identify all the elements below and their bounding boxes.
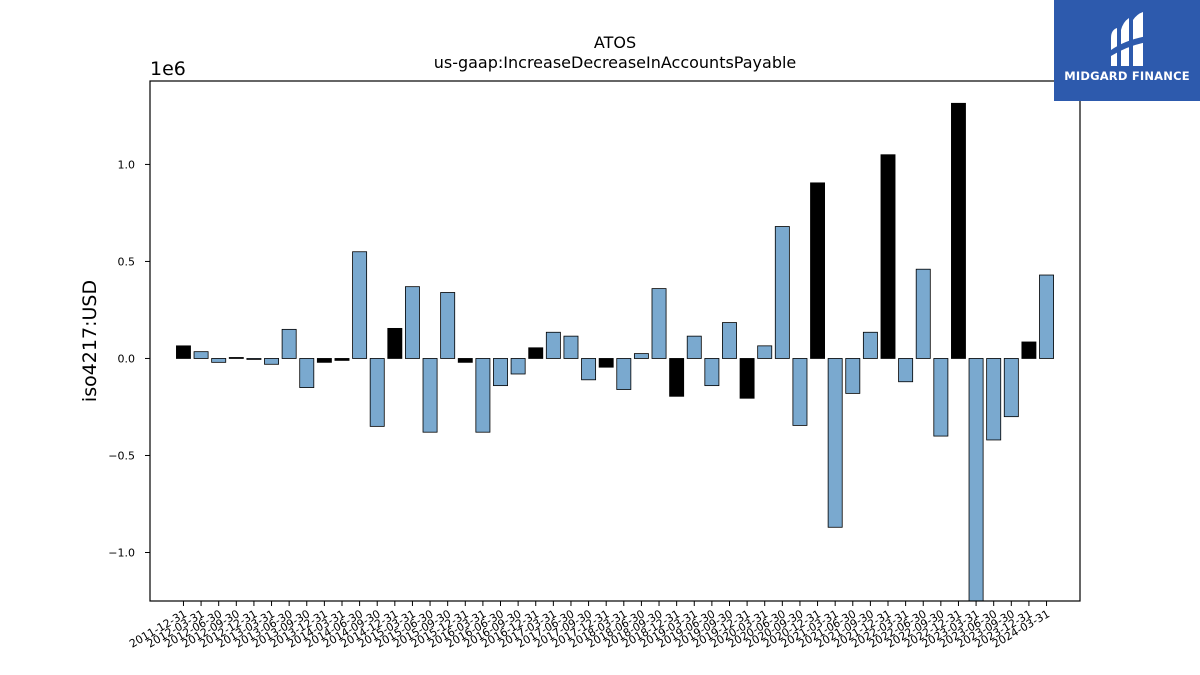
bar-2019-03-31 bbox=[686, 335, 702, 359]
bar-2017-12-31 bbox=[598, 358, 614, 368]
bar-2022-12-31 bbox=[951, 102, 966, 359]
bar-2020-06-30 bbox=[774, 226, 790, 359]
bar-2015-09-30 bbox=[440, 292, 456, 359]
bar-2013-06-30 bbox=[281, 328, 297, 359]
bar-2012-09-30 bbox=[228, 357, 244, 359]
bar-2022-06-30 bbox=[915, 268, 931, 359]
bar-2016-09-30 bbox=[510, 358, 526, 375]
chart-title: ATOS bbox=[594, 33, 636, 52]
bar-2017-03-31 bbox=[545, 331, 561, 359]
bar-2017-06-30 bbox=[563, 335, 579, 359]
bar-2021-12-31 bbox=[880, 154, 896, 359]
bar-2014-12-31 bbox=[387, 327, 403, 359]
bar-2023-03-31 bbox=[968, 358, 984, 602]
bar-2023-06-30 bbox=[986, 358, 1002, 441]
bar-2012-06-30 bbox=[211, 358, 227, 363]
bar-2016-03-31 bbox=[475, 358, 491, 433]
y-axis-label: iso4217:USD bbox=[79, 280, 101, 402]
bar-2013-12-31 bbox=[316, 358, 332, 363]
bar-2022-03-31 bbox=[898, 358, 914, 383]
bar-2016-06-30 bbox=[493, 358, 508, 387]
bar-2023-12-31 bbox=[1021, 341, 1037, 359]
bar-2014-06-30 bbox=[352, 251, 368, 359]
bar-2021-09-30 bbox=[862, 331, 878, 359]
y-tick-label: −1.0 bbox=[108, 546, 135, 559]
chart-subtitle: us-gaap:IncreaseDecreaseInAccountsPayabl… bbox=[434, 53, 797, 72]
bar-2019-12-31 bbox=[739, 358, 755, 399]
logo-text: MIDGARD FINANCE bbox=[1064, 69, 1190, 83]
y-tick-label: 0.5 bbox=[118, 255, 136, 268]
y-tick-label: 0.0 bbox=[118, 352, 136, 365]
bar-2018-12-31 bbox=[669, 358, 685, 397]
bar-2021-06-30 bbox=[845, 358, 861, 394]
bar-2024-03-31 bbox=[1039, 274, 1054, 359]
bar-2014-03-31 bbox=[334, 358, 350, 361]
y-tick-label: 1.0 bbox=[118, 158, 136, 171]
bar-2015-06-30 bbox=[422, 358, 438, 433]
y-offset-label: 1e6 bbox=[150, 58, 186, 80]
bar-2020-12-31 bbox=[810, 182, 826, 359]
bar-2016-12-31 bbox=[528, 347, 544, 359]
bar-2018-06-30 bbox=[633, 353, 649, 359]
bar-2012-12-31 bbox=[246, 358, 262, 360]
bar-2013-03-31 bbox=[264, 358, 279, 365]
bar-2020-03-31 bbox=[757, 345, 773, 359]
bar-2014-09-30 bbox=[369, 358, 385, 427]
y-axis-ticks: −1.0 −0.5 0.0 0.5 1.0 bbox=[108, 158, 150, 559]
bar-2015-12-31 bbox=[457, 358, 473, 363]
bar-2013-09-30 bbox=[299, 358, 315, 388]
bar-2011-12-31 bbox=[176, 345, 191, 359]
bar-2020-09-30 bbox=[792, 358, 808, 426]
y-tick-label: −0.5 bbox=[108, 449, 135, 462]
bar-2019-06-30 bbox=[704, 358, 720, 387]
bar-2018-09-30 bbox=[651, 288, 667, 359]
bar-2023-09-30 bbox=[1003, 358, 1019, 418]
bar-2015-03-31 bbox=[404, 286, 420, 359]
plot-frame bbox=[149, 80, 1081, 602]
brand-logo: MIDGARD FINANCE bbox=[1054, 0, 1200, 101]
midgard-logo-icon bbox=[1111, 12, 1147, 66]
bar-2019-09-30 bbox=[722, 322, 737, 359]
bar-2022-09-30 bbox=[933, 358, 949, 437]
bar-2018-03-31 bbox=[616, 358, 632, 390]
bar-2017-09-30 bbox=[581, 358, 597, 381]
bar-2021-03-31 bbox=[827, 358, 843, 528]
bars-group bbox=[176, 102, 1054, 602]
bar-2012-03-31 bbox=[193, 351, 209, 359]
x-axis-ticks: 2011-12-312012-03-312012-06-302012-09-30… bbox=[127, 601, 1052, 651]
